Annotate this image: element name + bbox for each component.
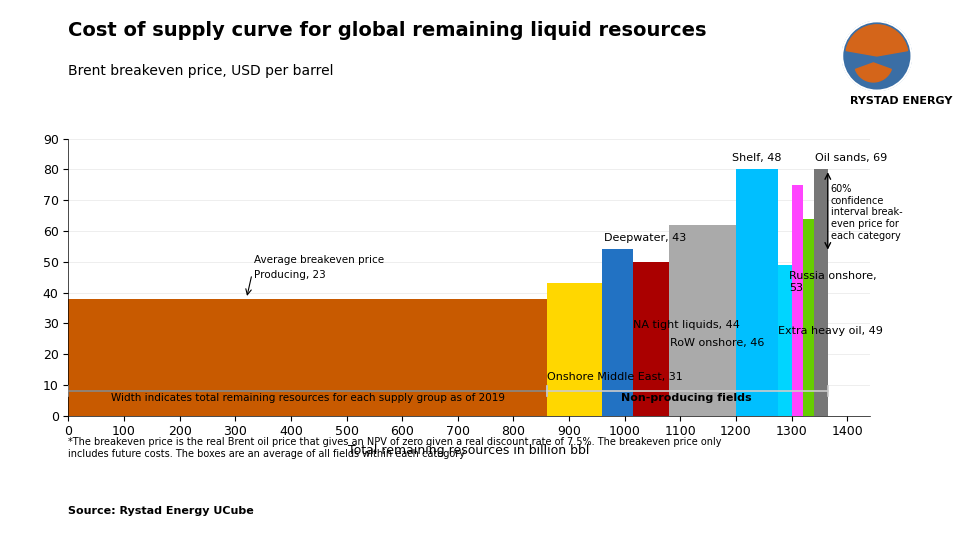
Bar (669, 225, 736, 416)
X-axis label: Total remaining resources in billion bbl: Total remaining resources in billion bbl (348, 444, 590, 457)
Text: RoW onshore, 46: RoW onshore, 46 (670, 338, 765, 348)
Wedge shape (856, 63, 891, 82)
Text: Width indicates total remaining resources for each supply group as of 2019: Width indicates total remaining resource… (110, 393, 504, 403)
Bar (791, 185, 803, 416)
Text: NA tight liquids, 44: NA tight liquids, 44 (633, 319, 740, 329)
Bar (68, 298, 547, 416)
Bar (778, 265, 791, 416)
Text: Producing, 23: Producing, 23 (254, 270, 325, 280)
Wedge shape (846, 25, 908, 56)
Bar (603, 249, 633, 416)
Text: 60%
confidence
interval break-
even price for
each category: 60% confidence interval break- even pric… (830, 184, 902, 241)
Text: Extra heavy oil, 49: Extra heavy oil, 49 (778, 326, 882, 336)
Text: Onshore Middle East, 31: Onshore Middle East, 31 (547, 372, 683, 382)
Text: Source: Rystad Energy UCube: Source: Rystad Energy UCube (68, 506, 254, 516)
Text: Russia onshore,
53: Russia onshore, 53 (788, 271, 876, 293)
Bar (736, 169, 778, 416)
Text: Non-producing fields: Non-producing fields (620, 393, 751, 403)
Text: Brent breakeven price, USD per barrel: Brent breakeven price, USD per barrel (68, 64, 334, 78)
Bar (814, 169, 828, 416)
Bar (633, 262, 669, 416)
Bar (803, 219, 814, 416)
Bar (547, 284, 603, 416)
Circle shape (842, 21, 912, 91)
Text: Shelf, 48: Shelf, 48 (732, 153, 782, 163)
Text: *The breakeven price is the real Brent oil price that gives an NPV of zero given: *The breakeven price is the real Brent o… (68, 437, 722, 459)
Text: RYSTAD ENERGY: RYSTAD ENERGY (850, 96, 953, 106)
Text: Deepwater, 43: Deepwater, 43 (604, 233, 687, 243)
Text: Cost of supply curve for global remaining liquid resources: Cost of supply curve for global remainin… (68, 21, 707, 41)
Text: Oil sands, 69: Oil sands, 69 (815, 153, 887, 163)
Text: Average breakeven price: Average breakeven price (254, 255, 384, 265)
